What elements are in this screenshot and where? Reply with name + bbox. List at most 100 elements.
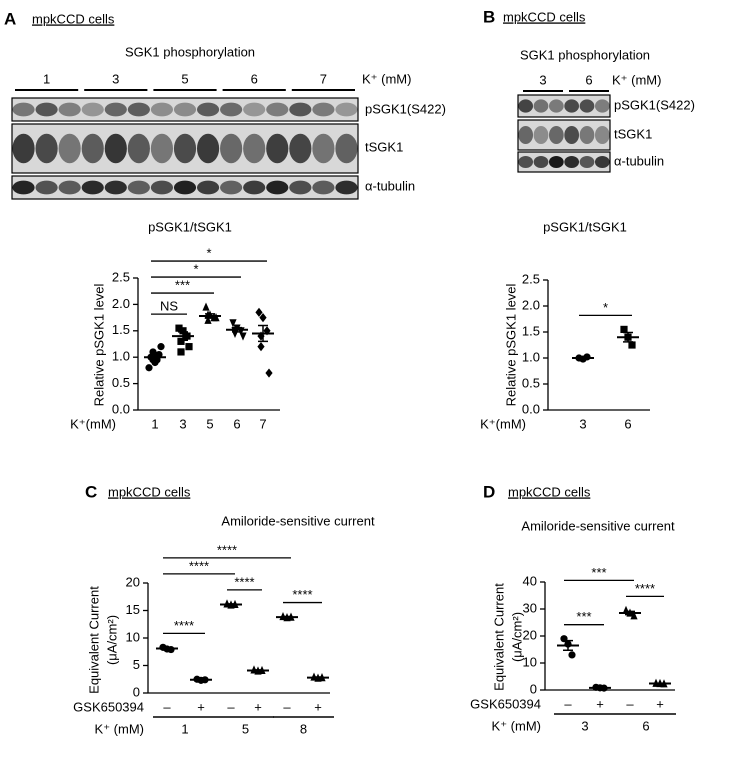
blot-band: [266, 102, 289, 117]
error-bar: [196, 678, 206, 682]
y-tick-label: 10: [126, 629, 140, 644]
error-bar: [150, 353, 160, 361]
point: [628, 341, 636, 349]
unit-label: K⁺ (mM): [612, 72, 661, 87]
error-bar: [178, 331, 188, 342]
blot-band: [579, 99, 595, 113]
panel-letter: A: [4, 9, 16, 28]
y-tick-label: 40: [523, 573, 537, 588]
significance-label: *: [206, 245, 211, 260]
blot-band: [35, 133, 58, 164]
chart-title: pSGK1/tSGK1: [543, 219, 627, 234]
point: [255, 307, 263, 317]
unit-label: K⁺ (mM): [362, 71, 411, 86]
y-axis-label: Relative pSGK1 level: [91, 283, 106, 406]
y-tick-label: 2.5: [522, 271, 540, 286]
y-tick-label: 0.5: [112, 375, 130, 390]
blot-band: [12, 180, 35, 195]
x-tick-label: 3: [179, 416, 186, 431]
lane-group-label: 5: [181, 71, 188, 86]
blot-row-label: α-tubulin: [365, 178, 415, 193]
blot-band: [127, 102, 150, 117]
blot-band: [594, 99, 610, 113]
blot-frame: [517, 119, 611, 151]
y-axis-label: (μA/cm²): [104, 615, 119, 665]
blot-band: [243, 133, 266, 164]
blot-band: [266, 180, 289, 195]
significance-label: NS: [160, 299, 178, 314]
significance-label: ****: [635, 581, 655, 596]
y-tick-label: 10: [523, 654, 537, 669]
error-bar: [655, 682, 665, 685]
blot-band: [533, 126, 549, 144]
point: [145, 364, 153, 372]
y-tick-label: 0.5: [522, 375, 540, 390]
blot-band: [196, 133, 220, 164]
y-axis-label: Equivalent Current: [491, 583, 506, 691]
blot-band: [173, 180, 197, 195]
blot-band: [289, 180, 312, 195]
blot-band: [150, 102, 174, 117]
blot-band: [104, 180, 127, 195]
x-tick-label: +: [314, 699, 322, 714]
group-axis-label: K⁺ (mM): [95, 721, 144, 736]
error-bar: [623, 331, 633, 343]
group-label: 3: [581, 718, 588, 733]
error-bar: [205, 313, 215, 319]
blot-band: [196, 102, 220, 117]
lane-group-label: 7: [320, 71, 327, 86]
panel-letter: C: [85, 482, 97, 501]
chart-title: Amiloride-sensitive current: [221, 513, 375, 528]
blot-band: [58, 133, 81, 164]
lane-group-label: 1: [43, 71, 50, 86]
treatment-label: GSK650394: [73, 699, 144, 714]
point: [620, 325, 628, 333]
blot-band: [518, 156, 534, 168]
y-tick-label: 2.0: [522, 297, 540, 312]
point: [568, 651, 576, 659]
error-bar: [282, 615, 292, 619]
point: [185, 343, 193, 351]
blot-band: [81, 133, 104, 164]
cell-line: mpkCCD cells: [108, 484, 191, 499]
y-tick-label: 30: [523, 600, 537, 615]
y-axis-label: (μA/cm²): [509, 612, 524, 662]
blot-band: [35, 180, 58, 195]
blot-band: [533, 156, 549, 168]
blot-band: [579, 126, 595, 144]
group-label: 6: [642, 718, 649, 733]
cell-line: mpkCCD cells: [508, 484, 591, 499]
y-tick-label: 2.0: [112, 296, 130, 311]
panel-letter: B: [483, 7, 495, 26]
significance-label: *: [603, 300, 608, 315]
group-label: 8: [300, 721, 307, 736]
blot-band: [12, 102, 35, 117]
significance-label: ***: [591, 565, 606, 580]
blot-band: [173, 133, 197, 164]
blot-row-label: tSGK1: [365, 139, 403, 154]
blot-band: [312, 180, 335, 195]
blot-band: [35, 102, 58, 117]
point: [212, 313, 220, 322]
y-tick-label: 1.5: [522, 323, 540, 338]
point: [177, 348, 185, 356]
x-tick-label: 3: [579, 416, 586, 431]
y-tick-label: 0: [530, 681, 537, 696]
lane-group-label: 6: [251, 71, 258, 86]
y-tick-label: 1.0: [112, 349, 130, 364]
blot-band: [220, 180, 243, 195]
y-axis-label: Equivalent Current: [86, 586, 101, 694]
significance-label: ****: [174, 618, 194, 633]
blot-band: [533, 99, 549, 113]
blot-band: [81, 102, 104, 117]
point: [257, 342, 265, 352]
blot-band: [220, 102, 243, 117]
blot-band: [150, 133, 174, 164]
x-tick-label: 6: [624, 416, 631, 431]
point: [239, 332, 247, 341]
error-bar: [625, 610, 635, 616]
blot-band: [196, 180, 220, 195]
blot-band: [518, 126, 534, 144]
y-tick-label: 0.0: [112, 401, 130, 416]
blot-band: [266, 133, 289, 164]
